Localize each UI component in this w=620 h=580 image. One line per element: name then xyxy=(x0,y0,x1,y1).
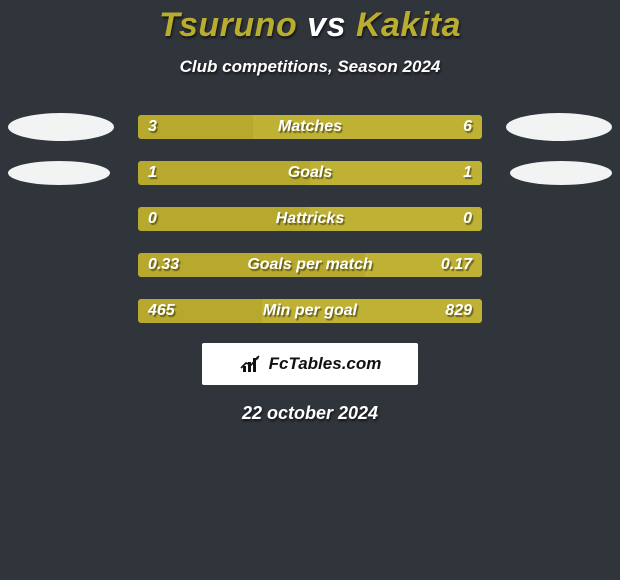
chart-icon xyxy=(239,354,265,374)
title-player1: Tsuruno xyxy=(159,6,297,44)
date-label: 22 october 2024 xyxy=(0,403,620,424)
logo-text: FcTables.com xyxy=(269,354,382,374)
stat-right-value: 6 xyxy=(463,115,472,139)
stats-list: 3Matches6 1Goals1 0Hattricks0 0.33Goals per… xyxy=(0,113,620,325)
stat-row: 3Matches6 xyxy=(0,113,620,141)
fctables-logo[interactable]: FcTables.com xyxy=(202,343,418,385)
stat-row: 1Goals1 xyxy=(0,159,620,187)
player1-avatar xyxy=(8,161,110,185)
player1-avatar xyxy=(8,113,114,141)
stat-label: Goals xyxy=(138,161,482,185)
page-title: Tsuruno vs Kakita xyxy=(0,6,620,45)
stat-right-value: 0 xyxy=(463,207,472,231)
stat-label: Hattricks xyxy=(138,207,482,231)
stat-right-value: 0.17 xyxy=(441,253,472,277)
title-player2: Kakita xyxy=(356,6,461,44)
stat-right-value: 829 xyxy=(445,299,472,323)
stat-row: 0.33Goals per match0.17 xyxy=(0,251,620,279)
stat-label: Matches xyxy=(138,115,482,139)
stat-label: Min per goal xyxy=(138,299,482,323)
title-vs: vs xyxy=(307,6,346,44)
subtitle: Club competitions, Season 2024 xyxy=(0,57,620,77)
comparison-card: Tsuruno vs Kakita Club competitions, Sea… xyxy=(0,0,620,580)
player2-avatar xyxy=(510,161,612,185)
player2-avatar xyxy=(506,113,612,141)
stat-row: 465Min per goal829 xyxy=(0,297,620,325)
stat-label: Goals per match xyxy=(138,253,482,277)
stat-right-value: 1 xyxy=(463,161,472,185)
stat-row: 0Hattricks0 xyxy=(0,205,620,233)
